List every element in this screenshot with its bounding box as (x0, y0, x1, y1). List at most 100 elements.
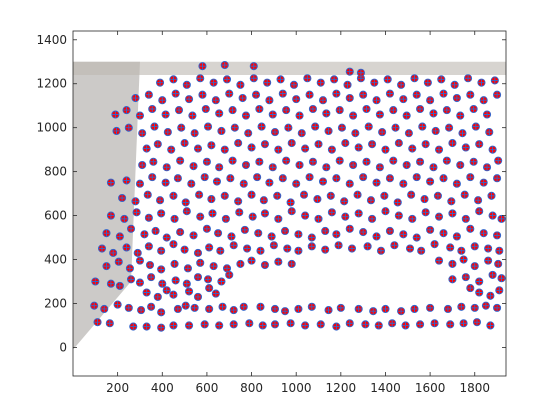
data-point (239, 179, 248, 188)
data-point (265, 96, 274, 105)
data-point (120, 214, 129, 223)
data-point (318, 177, 328, 186)
data-point (140, 230, 149, 239)
data-point (401, 321, 410, 330)
data-point (229, 320, 238, 329)
data-point (195, 190, 204, 199)
data-point (198, 62, 207, 71)
data-point (138, 160, 147, 170)
data-point (439, 229, 448, 238)
data-point (124, 123, 133, 132)
data-point (198, 90, 207, 99)
data-point (118, 193, 127, 203)
data-point (144, 213, 153, 222)
data-point (327, 208, 336, 217)
data-point (466, 284, 475, 293)
data-point (457, 246, 466, 255)
data-point (226, 174, 235, 183)
data-point (399, 230, 408, 239)
data-point (475, 207, 484, 216)
data-point (372, 178, 381, 187)
data-point (286, 319, 295, 328)
data-point (190, 129, 199, 138)
data-point (287, 139, 296, 148)
data-point (283, 244, 292, 253)
data-point (332, 230, 341, 239)
x-tick-label: 1400 (370, 381, 401, 395)
data-point (177, 123, 186, 132)
data-point (129, 322, 138, 331)
data-point (169, 290, 178, 299)
data-point (351, 129, 360, 138)
data-point (102, 229, 111, 238)
data-point (452, 93, 461, 103)
data-point (343, 80, 352, 89)
data-point (207, 141, 216, 150)
data-point (209, 78, 218, 87)
data-point (324, 306, 333, 315)
data-point (448, 209, 457, 218)
data-point (222, 75, 232, 84)
data-point (416, 157, 425, 166)
data-point (126, 275, 136, 284)
data-point (372, 232, 381, 241)
data-point (253, 173, 262, 182)
data-point (295, 111, 304, 120)
data-point (145, 260, 155, 270)
data-point (216, 246, 225, 255)
data-point (161, 110, 170, 119)
data-point (301, 144, 310, 153)
x-tick-label: 400 (151, 381, 174, 395)
data-point (114, 257, 123, 266)
x-tick-label: 1600 (415, 381, 446, 395)
data-point (122, 176, 131, 185)
data-point (196, 258, 205, 267)
data-point (268, 110, 277, 119)
data-point (381, 207, 390, 216)
data-point (332, 174, 341, 183)
data-point (345, 224, 354, 233)
data-point (493, 90, 502, 99)
data-point (169, 191, 178, 200)
data-point (430, 240, 439, 249)
data-point (158, 96, 167, 105)
data-point (418, 122, 427, 131)
data-point (218, 302, 227, 311)
data-point (147, 302, 156, 311)
data-point (307, 233, 316, 242)
data-point (385, 174, 394, 183)
data-point (254, 229, 263, 238)
data-point (374, 321, 383, 330)
data-point (157, 209, 166, 218)
data-point (167, 145, 176, 154)
data-point (437, 75, 446, 84)
data-point (193, 273, 203, 282)
data-point (113, 300, 122, 309)
data-point (240, 225, 249, 234)
data-point (287, 207, 296, 216)
data-point (105, 319, 114, 328)
data-point (421, 140, 430, 149)
data-point (307, 242, 316, 251)
data-point (135, 256, 145, 265)
data-point (137, 306, 146, 315)
y-tick-label: 800 (44, 165, 67, 179)
data-point (426, 177, 435, 186)
x-tick-label: 1800 (459, 381, 490, 395)
data-point (157, 323, 166, 332)
data-point (91, 277, 100, 286)
data-point (314, 214, 323, 223)
data-point (189, 162, 198, 171)
data-point (461, 143, 470, 152)
data-point (142, 322, 151, 331)
data-point (142, 144, 151, 153)
data-point (295, 160, 304, 170)
data-point (132, 208, 141, 217)
data-point (220, 145, 229, 154)
data-point (270, 320, 280, 329)
data-point (456, 160, 465, 170)
data-point (417, 246, 426, 255)
data-point (390, 241, 399, 250)
data-point (321, 245, 330, 254)
